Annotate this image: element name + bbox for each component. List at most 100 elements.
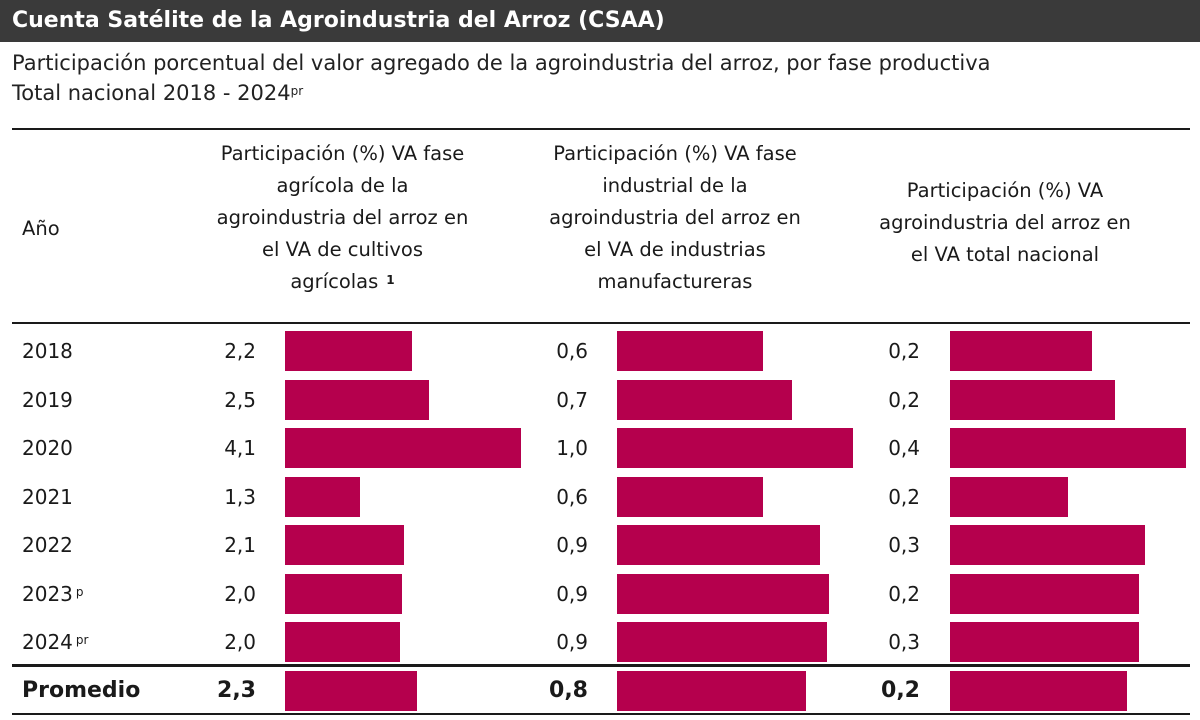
subtitle-line-1: Participación porcentual del valor agreg… bbox=[12, 51, 991, 75]
value-label: 4,1 bbox=[224, 436, 256, 460]
value-label: 0,9 bbox=[556, 630, 588, 654]
year-label: 2022 bbox=[22, 521, 73, 569]
value-label: 2,1 bbox=[224, 533, 256, 557]
bar-total bbox=[950, 671, 1127, 711]
column-header-line: industrial de la bbox=[520, 170, 830, 202]
bar-industrial bbox=[617, 379, 792, 420]
column-header-text: agroindustria del arroz en bbox=[879, 211, 1131, 234]
column-header-text: el VA de industrias bbox=[584, 238, 766, 261]
value-label: 0,3 bbox=[888, 533, 920, 557]
column-header-total: Participación (%) VA agroindustria del ar… bbox=[855, 175, 1155, 271]
value-label: 0,7 bbox=[556, 387, 588, 412]
bar-agricola bbox=[285, 428, 521, 468]
column-header-line: el VA de cultivos bbox=[195, 234, 490, 266]
year-label: 2019 bbox=[22, 376, 73, 424]
bar-agricola bbox=[285, 331, 412, 371]
value-label: 2,5 bbox=[224, 387, 256, 412]
chart-subtitle: Participación porcentual del valor agreg… bbox=[12, 48, 991, 108]
column-header-line: Participación (%) VA fase bbox=[520, 138, 830, 170]
top-rule bbox=[12, 128, 1190, 130]
column-header-text: Participación (%) VA fase bbox=[220, 142, 465, 165]
value-label: 0,6 bbox=[556, 484, 588, 509]
value-label: 0,2 bbox=[888, 339, 920, 363]
column-header-line: Participación (%) VA bbox=[855, 175, 1155, 207]
column-header-line: Participación (%) VA fase bbox=[195, 138, 490, 170]
bar-agricola bbox=[285, 671, 417, 711]
column-header-text: el VA de cultivos bbox=[261, 238, 423, 261]
column-header-line: agroindustria del arroz en bbox=[855, 207, 1155, 239]
bar-agricola bbox=[285, 573, 402, 614]
column-header-line: manufactureras bbox=[520, 266, 830, 298]
column-header-industrial: Participación (%) VA fase industrial de l… bbox=[520, 138, 830, 298]
value-label: 0,9 bbox=[556, 533, 588, 557]
year-column-header: Año bbox=[22, 217, 60, 240]
column-header-text: el VA total nacional bbox=[910, 243, 1100, 266]
subtitle-superscript: pr bbox=[290, 84, 304, 98]
column-header-text: agroindustria del arroz en bbox=[216, 206, 469, 229]
column-header-line: agroindustria del arroz en bbox=[195, 202, 490, 234]
bar-agricola bbox=[285, 525, 404, 565]
column-header-line: el VA de industrias bbox=[520, 234, 830, 266]
value-label: 1,3 bbox=[224, 484, 256, 509]
value-label: 0,2 bbox=[888, 387, 920, 412]
bar-total bbox=[950, 428, 1186, 468]
column-header-line: agrícola de la bbox=[195, 170, 490, 202]
column-header-text: Participación (%) VA fase bbox=[553, 142, 797, 165]
bar-total bbox=[950, 379, 1115, 420]
column-header-text: agroindustria del arroz en bbox=[549, 206, 801, 229]
value-label: 1,0 bbox=[556, 436, 588, 460]
bar-agricola bbox=[285, 622, 400, 662]
column-header-agricola: Participación (%) VA fase agrícola de la a… bbox=[195, 138, 490, 298]
value-label: 0,8 bbox=[549, 678, 588, 703]
bar-total bbox=[950, 622, 1139, 662]
year-label: 2024 pr bbox=[22, 618, 88, 666]
year-text: 2021 bbox=[22, 484, 73, 509]
column-header-text: industrial de la bbox=[602, 174, 748, 197]
column-header-line: agrícolas 1 bbox=[195, 266, 490, 298]
bar-total bbox=[950, 525, 1145, 565]
year-text: 2020 bbox=[22, 436, 73, 460]
value-label: 0,3 bbox=[888, 630, 920, 654]
year-label: 2020 bbox=[22, 424, 73, 472]
footnote-marker: 1 bbox=[386, 273, 395, 287]
value-label: 0,6 bbox=[556, 339, 588, 363]
year-superscript: pr bbox=[75, 633, 89, 647]
bar-industrial bbox=[617, 331, 763, 371]
value-label: 0,9 bbox=[556, 581, 588, 606]
year-text: 2023 bbox=[22, 581, 73, 606]
value-label: 0,4 bbox=[888, 436, 920, 460]
bar-industrial bbox=[617, 476, 763, 517]
year-label: 2023 p bbox=[22, 570, 84, 618]
value-label: 2,2 bbox=[224, 339, 256, 363]
year-text: Promedio bbox=[22, 678, 141, 703]
bar-agricola bbox=[285, 379, 429, 420]
bar-total bbox=[950, 573, 1139, 614]
year-text: 2024 bbox=[22, 630, 73, 654]
year-text: 2019 bbox=[22, 387, 73, 412]
column-header-text: manufactureras bbox=[597, 270, 753, 293]
value-label: 2,0 bbox=[224, 581, 256, 606]
average-label: Promedio bbox=[22, 667, 140, 715]
header-rule bbox=[12, 322, 1190, 324]
year-label: 2021 bbox=[22, 473, 73, 521]
bar-industrial bbox=[617, 622, 827, 662]
value-label: 2,3 bbox=[217, 678, 256, 703]
value-label: 0,2 bbox=[888, 484, 920, 509]
bar-agricola bbox=[285, 476, 360, 517]
value-label: 0,2 bbox=[888, 581, 920, 606]
column-header-line: el VA total nacional bbox=[855, 239, 1155, 271]
year-label: 2018 bbox=[22, 327, 73, 375]
value-label: 2,0 bbox=[224, 630, 256, 654]
bottom-rule bbox=[12, 713, 1190, 715]
bar-total bbox=[950, 331, 1092, 371]
subtitle-line-2: Total nacional 2018 - 2024pr bbox=[12, 81, 304, 105]
bar-total bbox=[950, 476, 1068, 517]
year-superscript: p bbox=[75, 584, 84, 599]
average-rule bbox=[12, 664, 1190, 667]
column-header-text: agrícolas bbox=[290, 270, 379, 293]
year-text: 2018 bbox=[22, 339, 73, 363]
column-header-line: agroindustria del arroz en bbox=[520, 202, 830, 234]
bar-industrial bbox=[617, 671, 806, 711]
column-header-text: agrícola de la bbox=[276, 174, 409, 197]
column-header-text: Participación (%) VA bbox=[906, 179, 1104, 202]
